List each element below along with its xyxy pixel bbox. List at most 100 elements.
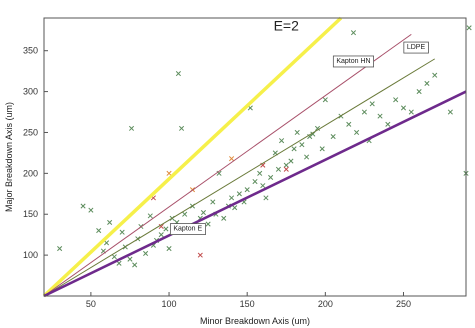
data-point	[119, 229, 125, 235]
data-point	[291, 146, 297, 152]
data-point	[294, 129, 300, 136]
data-point	[466, 25, 472, 31]
data-point	[116, 260, 122, 266]
x-tick-label: 200	[318, 299, 333, 309]
data-point	[288, 158, 294, 164]
x-tick-label: 150	[240, 299, 255, 309]
y-tick-label: 150	[23, 209, 38, 219]
data-point	[263, 195, 269, 201]
data-point	[143, 250, 149, 257]
data-point	[268, 174, 274, 180]
data-point	[310, 131, 316, 137]
data-point	[229, 156, 235, 162]
data-point	[147, 213, 153, 219]
y-tick-label: 350	[23, 46, 38, 56]
data-point	[369, 101, 375, 107]
fit-line-0	[42, 16, 343, 298]
data-point	[229, 195, 235, 201]
data-point	[322, 97, 328, 103]
data-point	[416, 89, 422, 95]
data-point	[175, 71, 181, 77]
data-point	[197, 252, 203, 258]
data-point	[88, 207, 94, 213]
data-point	[432, 72, 438, 78]
data-point	[158, 223, 164, 230]
data-point	[319, 146, 325, 152]
ticks-layer: 50 100 150 200 250 100 150 200 250 300 350	[23, 46, 411, 309]
plot-area-border	[43, 17, 467, 297]
data-point	[299, 142, 305, 148]
y-tick-label: 250	[23, 127, 38, 137]
data-point	[221, 215, 227, 221]
fit-line-1	[43, 33, 412, 297]
annotation-box-2: LDPE	[403, 41, 429, 54]
plot-frame	[43, 17, 467, 297]
data-point	[330, 134, 336, 140]
data-point	[408, 109, 414, 115]
data-point	[128, 125, 135, 131]
data-point	[393, 97, 399, 103]
data-point	[205, 221, 211, 227]
data-point	[346, 121, 352, 127]
data-point	[107, 219, 113, 225]
data-point	[447, 109, 453, 115]
data-point	[57, 246, 63, 252]
data-point	[96, 228, 102, 234]
x-tick-label: 250	[396, 299, 411, 309]
data-point	[232, 205, 238, 211]
annotation-label: LDPE	[407, 44, 426, 51]
data-point	[350, 30, 357, 36]
annotation-box-1: Kapton HN	[332, 55, 374, 68]
annotation-frame	[169, 223, 206, 235]
annotation-label: Kapton E	[173, 226, 202, 233]
data-point	[354, 129, 360, 136]
data-point	[210, 199, 216, 205]
annotation-box-3: Kapton E	[169, 223, 206, 235]
y-tick-label: 300	[23, 87, 38, 97]
annotation-frame	[332, 55, 374, 68]
y-tick-label: 100	[23, 250, 38, 260]
data-point	[314, 125, 321, 131]
data-point	[182, 211, 188, 217]
data-point	[103, 240, 110, 246]
fit-line-2	[43, 58, 436, 297]
data-point	[166, 170, 172, 176]
data-point	[244, 187, 250, 193]
annotation-frame	[403, 41, 429, 54]
annotation-label: Kapton HN	[336, 58, 370, 65]
x-axis-label: Minor Breakdown Axis (um)	[200, 316, 310, 326]
fit-lines-layer	[42, 16, 467, 298]
fit-line-3	[43, 90, 467, 298]
data-point	[304, 154, 310, 160]
data-point	[163, 226, 169, 232]
data-point	[283, 166, 289, 172]
data-point	[200, 210, 206, 216]
data-point	[424, 80, 430, 86]
data-point	[279, 138, 285, 144]
data-point	[257, 170, 263, 176]
data-point	[127, 256, 133, 262]
annotations-layer: E=2 Kapton HN LDPE Kapton E	[169, 17, 429, 235]
data-point	[385, 121, 391, 127]
data-point	[377, 113, 383, 119]
y-axis-label: Major Breakdown Axis (um)	[4, 102, 14, 212]
data-point	[275, 166, 281, 172]
data-point	[260, 183, 266, 189]
data-point	[111, 254, 117, 260]
x-tick-label: 50	[86, 299, 96, 309]
data-point	[132, 262, 138, 268]
data-point	[80, 203, 86, 209]
data-point	[361, 109, 367, 115]
data-point	[158, 232, 164, 238]
y-tick-label: 200	[23, 168, 38, 178]
data-point	[166, 246, 172, 252]
data-point	[283, 162, 289, 168]
annotation-e2: E=2	[274, 17, 300, 33]
x-tick-label: 100	[162, 299, 177, 309]
markers-layer	[57, 25, 472, 268]
data-point	[178, 125, 185, 131]
data-point	[252, 178, 258, 185]
data-point	[236, 191, 242, 197]
data-point	[400, 105, 407, 111]
